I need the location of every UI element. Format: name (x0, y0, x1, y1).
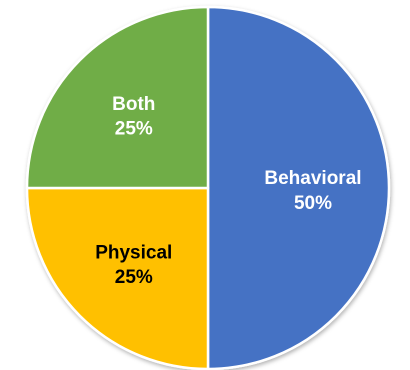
slice-value-behavioral: 50% (294, 193, 332, 214)
slice-label-physical: Physical 25% (95, 242, 172, 288)
pie-slice-physical (25, 186, 210, 370)
pie-slice-behavioral (206, 5, 391, 370)
slice-value-physical: 25% (115, 267, 153, 288)
slice-label-both: Both 25% (112, 94, 155, 140)
slice-category-both: Both (112, 94, 155, 115)
slice-category-behavioral: Behavioral (264, 168, 361, 189)
slice-category-physical: Physical (95, 242, 172, 263)
pie-slices (25, 5, 391, 370)
pie-labels: Behavioral 50% Physical 25% Both 25% (95, 94, 361, 288)
slice-value-both: 25% (115, 119, 153, 140)
pie-slice-both (25, 5, 210, 190)
slice-label-behavioral: Behavioral 50% (264, 168, 361, 214)
